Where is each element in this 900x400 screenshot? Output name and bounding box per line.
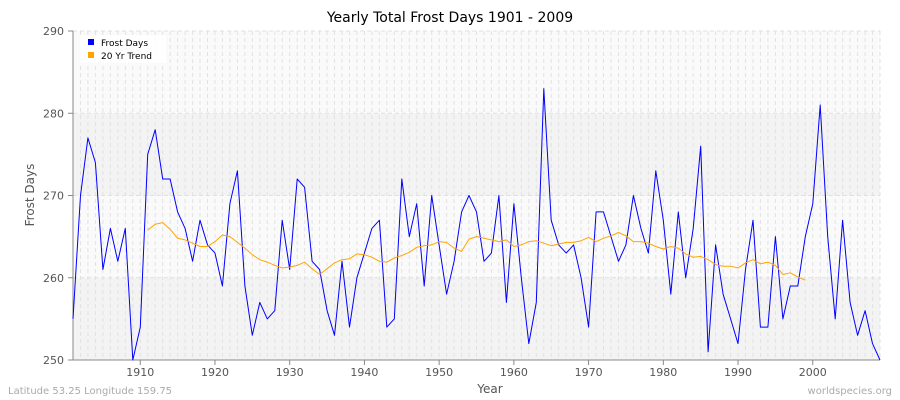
legend: Frost Days 20 Yr Trend (80, 35, 166, 63)
y-axis-label: Frost Days (23, 164, 37, 227)
x-tick-label: 1980 (649, 366, 677, 379)
x-tick-label: 1960 (500, 366, 528, 379)
x-tick-label: 1930 (276, 366, 304, 379)
grid-band (73, 31, 880, 114)
legend-swatch-frost-days (88, 39, 94, 45)
chart-title: Yearly Total Frost Days 1901 - 2009 (326, 10, 573, 26)
x-axis-label: Year (476, 382, 502, 396)
series-line-frost-days (72, 88, 881, 361)
source-label: worldspecies.org (808, 386, 892, 397)
y-tick-label: 250 (43, 354, 64, 367)
y-tick-label: 270 (43, 190, 64, 203)
legend-label-frost-days: Frost Days (101, 39, 148, 49)
x-tick-label: 1950 (425, 366, 453, 379)
x-tick-label: 1970 (575, 366, 603, 379)
y-tick-label: 290 (43, 25, 64, 38)
location-label: Latitude 53.25 Longitude 159.75 (8, 386, 172, 397)
legend-label-trend: 20 Yr Trend (101, 52, 152, 62)
x-tick-label: 1910 (126, 366, 154, 379)
series-line-20yr-trend (147, 222, 806, 281)
x-tick-label: 2000 (799, 366, 827, 379)
y-tick-label: 280 (43, 107, 64, 120)
x-tick-label: 1920 (201, 366, 229, 379)
y-tick-label: 260 (43, 272, 64, 285)
x-tick-label: 1990 (724, 366, 752, 379)
legend-swatch-trend (88, 52, 94, 58)
x-tick-label: 1940 (350, 366, 378, 379)
